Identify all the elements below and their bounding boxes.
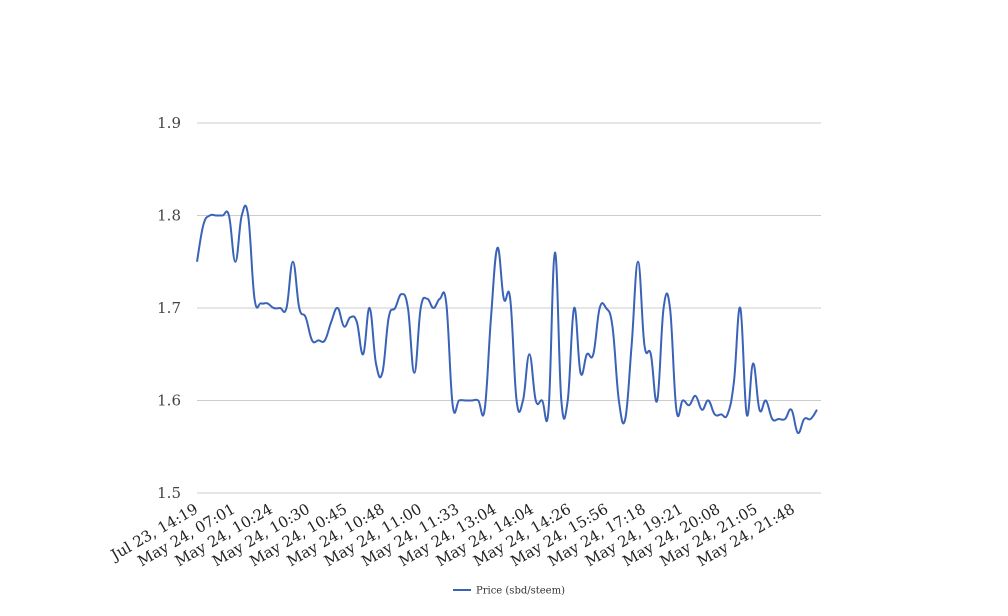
y-tick-label: 1.7 bbox=[157, 299, 181, 317]
y-tick-label: 1.5 bbox=[157, 484, 181, 502]
y-tick-label: 1.6 bbox=[157, 392, 181, 410]
y-tick-label: 1.9 bbox=[157, 114, 181, 132]
legend-label: Price (sbd/steem) bbox=[476, 586, 565, 597]
series-lines bbox=[196, 204, 818, 434]
y-tick-label: 1.8 bbox=[157, 207, 181, 225]
y-axis-tick-labels: 1.5 1.6 1.7 1.8 1.9 bbox=[157, 114, 181, 502]
y-gridlines bbox=[197, 122, 821, 494]
series-line bbox=[196, 204, 818, 434]
legend: Price (sbd/steem) bbox=[453, 586, 565, 597]
